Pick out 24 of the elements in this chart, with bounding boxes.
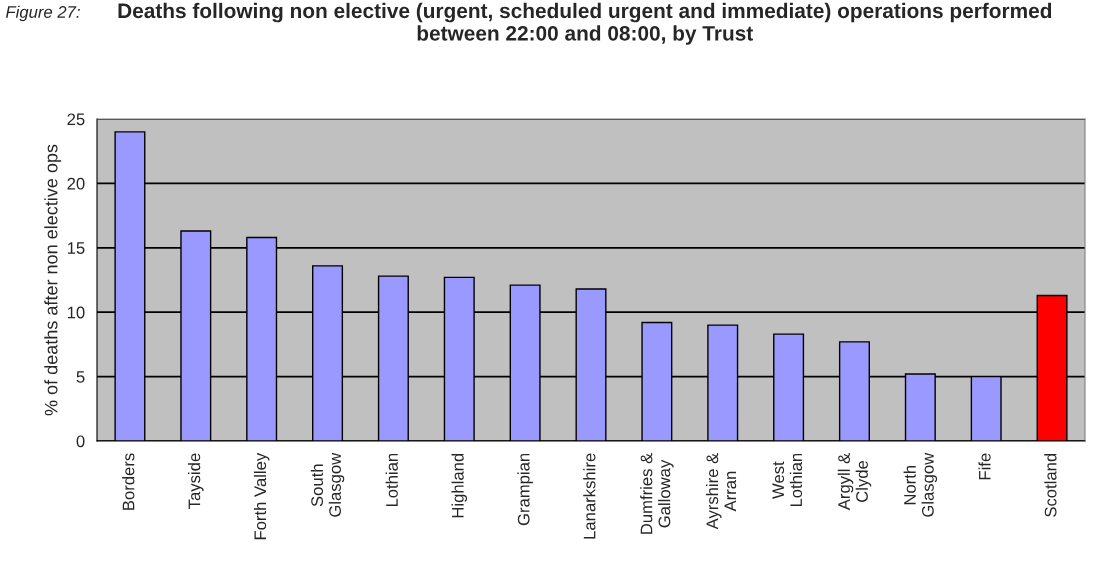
y-tick-label: 10 <box>67 306 85 319</box>
y-tick-label: 20 <box>67 177 85 190</box>
y-tick-label: 0 <box>76 435 85 448</box>
y-tick-label: 15 <box>67 242 85 254</box>
x-tick-label: North Glasgow <box>903 452 938 517</box>
caption: Figure 27: <box>5 5 80 22</box>
x-tick-label: Ayrshire & Arran <box>705 453 737 530</box>
x-tick-label: Scotland <box>1044 453 1057 517</box>
x-tick-label: Dumfries & Galloway <box>640 453 674 534</box>
x-tick-label: Forth Valley <box>253 452 270 540</box>
x-tick-label: West Lothian <box>772 453 803 507</box>
y-tick-label: 5 <box>76 371 85 383</box>
x-tick-label: Lanarkshire <box>583 453 596 539</box>
x-tick-label: South Glasgow <box>310 452 345 517</box>
chart-title: Deaths following non elective (urgent, scheduled urgent and immediate) operations performed between 22:00 and 08:00, by Trust <box>118 2 1052 45</box>
x-tick-label: Tayside <box>188 453 204 509</box>
x-tick-label: Argyll & Clyde <box>837 453 872 511</box>
x-tick-label: Borders <box>122 453 135 510</box>
x-tick-label: Lothian <box>385 453 398 507</box>
x-tick-label: Highland <box>451 453 468 518</box>
y-axis-title: % of deaths after non elective ops <box>44 144 62 416</box>
x-tick-label: Fife <box>978 453 991 480</box>
x-tick-label: Grampian <box>517 453 533 526</box>
y-tick-label: 25 <box>67 113 85 126</box>
